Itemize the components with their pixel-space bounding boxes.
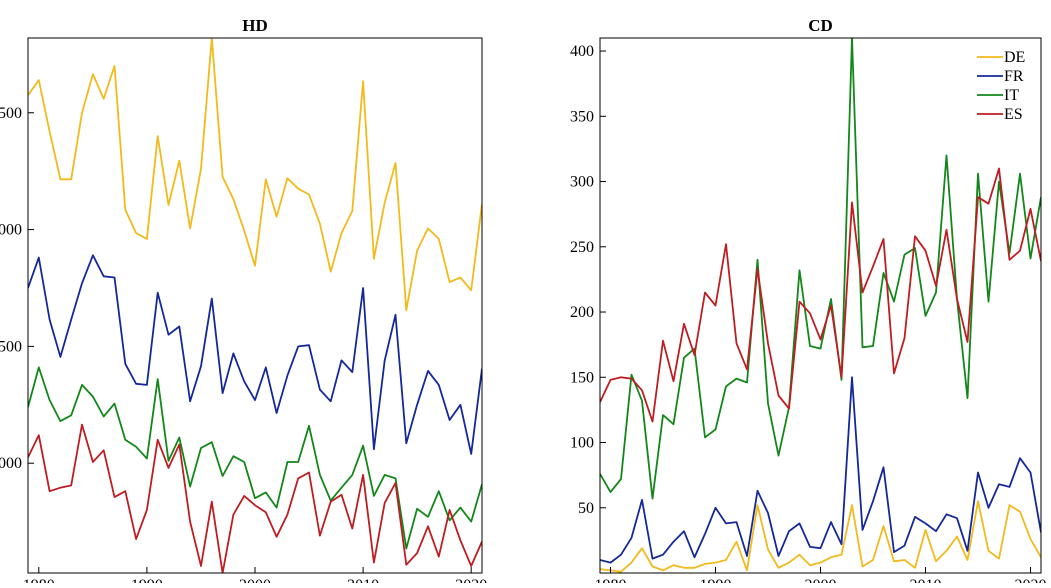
- x-tick-label: 2000: [239, 577, 271, 583]
- series-line-es: [600, 167, 1041, 423]
- x-tick-label: 2010: [347, 577, 379, 583]
- x-tick-label: 2020: [455, 577, 487, 583]
- series-line-fr: [600, 376, 1041, 564]
- chart-hd: 1980 1990 2000 2010 2020 2000 2500 3000 3500 HD: [0, 16, 487, 588]
- series-line-es: [28, 423, 482, 573]
- y-tick-label: 400: [570, 43, 594, 60]
- x-tick-label: 1980: [595, 577, 627, 583]
- series-line-de: [600, 500, 1041, 573]
- legend-label-fr: FR: [1004, 68, 1024, 85]
- chart-title: CD: [808, 16, 833, 35]
- x-tick-label: 1990: [700, 577, 732, 583]
- x-tick-label: 2010: [910, 577, 942, 583]
- legend-label-it: IT: [1004, 87, 1019, 104]
- y-tick-label: 350: [570, 108, 594, 125]
- legend-label-de: DE: [1004, 49, 1025, 66]
- chart-cd: 1980 1990 2000 2010 2020 50 100 150 200 250 300 350…: [570, 16, 1047, 588]
- tick-layer: 1980 1990 2000 2010 2020 2000 2500 3000 3500: [0, 105, 487, 588]
- x-tick-label: 2000: [805, 577, 837, 583]
- series-layer: [600, 38, 1041, 573]
- x-tick-label: 2020: [1015, 577, 1047, 583]
- series-layer: [28, 38, 482, 573]
- x-tick-label: 1990: [131, 577, 163, 583]
- legend-label-es: ES: [1004, 106, 1023, 123]
- series-line-de: [28, 38, 482, 312]
- y-tick-label: 300: [570, 174, 594, 191]
- y-tick-label: 3500: [0, 105, 22, 122]
- y-tick-label: 2000: [0, 455, 22, 472]
- x-tick-label: 1980: [23, 577, 55, 583]
- y-tick-label: 100: [570, 435, 594, 452]
- legend: DE FR IT ES: [977, 49, 1025, 123]
- y-tick-label: 250: [570, 239, 594, 256]
- chart-title: HD: [242, 16, 268, 35]
- series-line-it: [600, 38, 1041, 500]
- y-tick-label: 3000: [0, 222, 22, 239]
- y-tick-label: 150: [570, 369, 594, 386]
- axes-frame: [27, 37, 483, 574]
- y-tick-label: 2500: [0, 338, 22, 355]
- y-tick-label: 200: [570, 304, 594, 321]
- y-tick-label: 50: [578, 500, 594, 517]
- series-line-fr: [28, 254, 482, 455]
- series-line-it: [28, 366, 482, 550]
